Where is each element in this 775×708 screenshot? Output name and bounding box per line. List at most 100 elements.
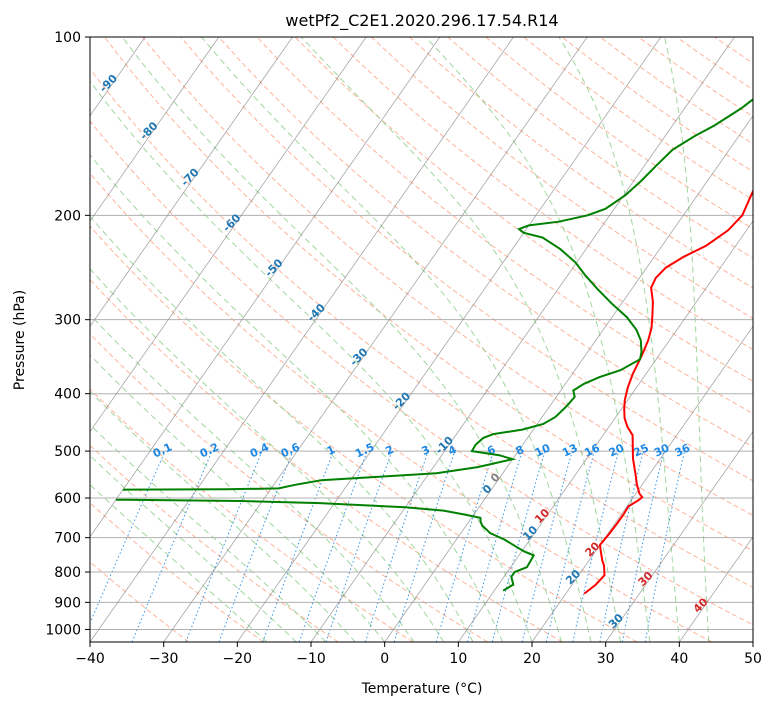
isotherm-label: -40	[305, 301, 328, 324]
isotherm-line	[237, 37, 662, 642]
x-tick-label: −20	[223, 651, 253, 667]
dry-adiabat	[90, 333, 488, 642]
isotherm-line	[163, 37, 588, 642]
dry-adiabat	[676, 37, 753, 91]
x-tick-label: 40	[670, 651, 688, 667]
dry-adiabat	[90, 561, 190, 642]
isotherm-label: 0	[480, 482, 495, 497]
plot-area: -100-90-80-70-60-50-40-30-20-10010203040…	[90, 37, 753, 675]
mixing-ratio-line	[644, 450, 685, 642]
mixing-ratio-line	[521, 450, 573, 642]
x-tick-label: 10	[449, 651, 467, 667]
isotherm-label: -20	[390, 389, 413, 412]
x-tick-label: 50	[744, 651, 762, 667]
y-tick-label: 700	[54, 531, 81, 547]
isotherm-label: 30	[606, 611, 626, 631]
mixing-ratio-label: 0.2	[198, 440, 221, 460]
mixing-ratio-label: 13	[560, 441, 579, 459]
isotherm-line	[90, 37, 514, 642]
mixing-ratio-line	[218, 450, 294, 642]
moist-adiabat	[90, 215, 474, 642]
mixing-ratio-label: 16	[582, 441, 602, 459]
plot-frame	[89, 36, 754, 643]
dry-adiabat	[180, 37, 753, 482]
y-tick-label: 300	[54, 313, 81, 329]
moist-adiabat	[90, 483, 268, 642]
isotherm-line	[90, 37, 441, 538]
dry-adiabat	[637, 37, 753, 118]
y-tick-label: 100	[54, 30, 81, 46]
sounding-series-2	[122, 98, 753, 491]
mixing-ratio-line	[599, 450, 644, 642]
moist-adiabat	[121, 37, 562, 642]
dry-adiabat	[447, 37, 753, 259]
mixing-ratio-line	[572, 450, 620, 642]
dry-adiabat	[90, 444, 339, 642]
wetbulb-label: 10	[532, 506, 552, 526]
mixing-ratio-label: 1	[325, 443, 337, 458]
mixing-ratio-line	[364, 450, 429, 642]
mixing-ratio-label: 30	[652, 441, 672, 459]
mixing-ratio-line	[325, 450, 393, 642]
moist-adiabat	[90, 354, 386, 642]
isotherm-line	[90, 37, 293, 327]
dry-adiabat	[90, 120, 753, 626]
y-tick-label: 1000	[45, 622, 81, 638]
x-axis-label: Temperature (°C)	[361, 681, 483, 697]
dry-adiabat	[370, 37, 753, 320]
dry-adiabat	[142, 37, 753, 517]
mixing-ratio-line	[545, 450, 595, 642]
moist-adiabat	[90, 268, 445, 642]
moist-adiabat	[664, 37, 710, 642]
mixing-ratio-line	[467, 450, 523, 642]
moist-adiabat	[558, 37, 680, 642]
isotherm-label: -70	[178, 165, 201, 188]
dry-adiabat	[218, 37, 753, 448]
isotherm-label: 40	[649, 655, 669, 675]
y-tick-label: 900	[54, 595, 81, 611]
y-tick-label: 200	[54, 208, 81, 224]
y-axis-label: Pressure (hPa)	[12, 290, 28, 390]
mixing-ratio-line	[90, 450, 166, 625]
moist-adiabat	[90, 80, 533, 642]
mixing-ratio-label: 25	[631, 441, 650, 459]
y-tick-label: 500	[54, 444, 81, 460]
moist-adiabat	[90, 423, 327, 642]
mixing-ratio-label: 1.5	[353, 440, 376, 460]
x-tick-label: 0	[380, 651, 389, 667]
x-tick-label: 30	[597, 651, 615, 667]
y-tick-label: 800	[54, 565, 81, 581]
moist-adiabat	[300, 37, 621, 642]
y-tick-label: 400	[54, 387, 81, 403]
moist-adiabat	[90, 454, 297, 642]
moist-adiabat	[90, 154, 503, 642]
moist-adiabat	[90, 390, 356, 642]
mixing-ratio-label: 8	[514, 443, 526, 458]
isotherm-label: -80	[137, 119, 160, 142]
isotherm-line	[605, 430, 753, 642]
isotherm-line	[90, 37, 367, 433]
mixing-ratio-line	[435, 450, 495, 642]
isotherm-label: -90	[97, 72, 120, 95]
mixing-ratio-label: 6	[485, 443, 498, 458]
dry-adiabat	[90, 388, 414, 642]
dry-adiabat	[752, 37, 753, 38]
dry-adiabat	[104, 37, 753, 552]
dry-adiabat	[332, 37, 753, 351]
isotherm-line	[310, 37, 735, 642]
mixing-ratio-line	[131, 450, 213, 642]
dry-adiabat	[294, 37, 753, 382]
mixing-ratio-line	[298, 450, 368, 642]
isotherm-label: -50	[262, 256, 285, 279]
isotherm-line	[679, 536, 753, 642]
mixing-ratio-label: 0.6	[279, 440, 302, 460]
isotherm-line	[458, 220, 753, 642]
dry-adiabat	[90, 68, 753, 589]
y-axis: 100 200 300 400 500 600 700 800 900 1000	[45, 30, 90, 638]
mixing-ratio-line	[262, 450, 334, 642]
isotherm-label: 20	[563, 567, 583, 587]
sounding-series-0	[583, 188, 753, 595]
moist-adiabat	[425, 37, 651, 642]
y-tick-label: 600	[54, 491, 81, 507]
